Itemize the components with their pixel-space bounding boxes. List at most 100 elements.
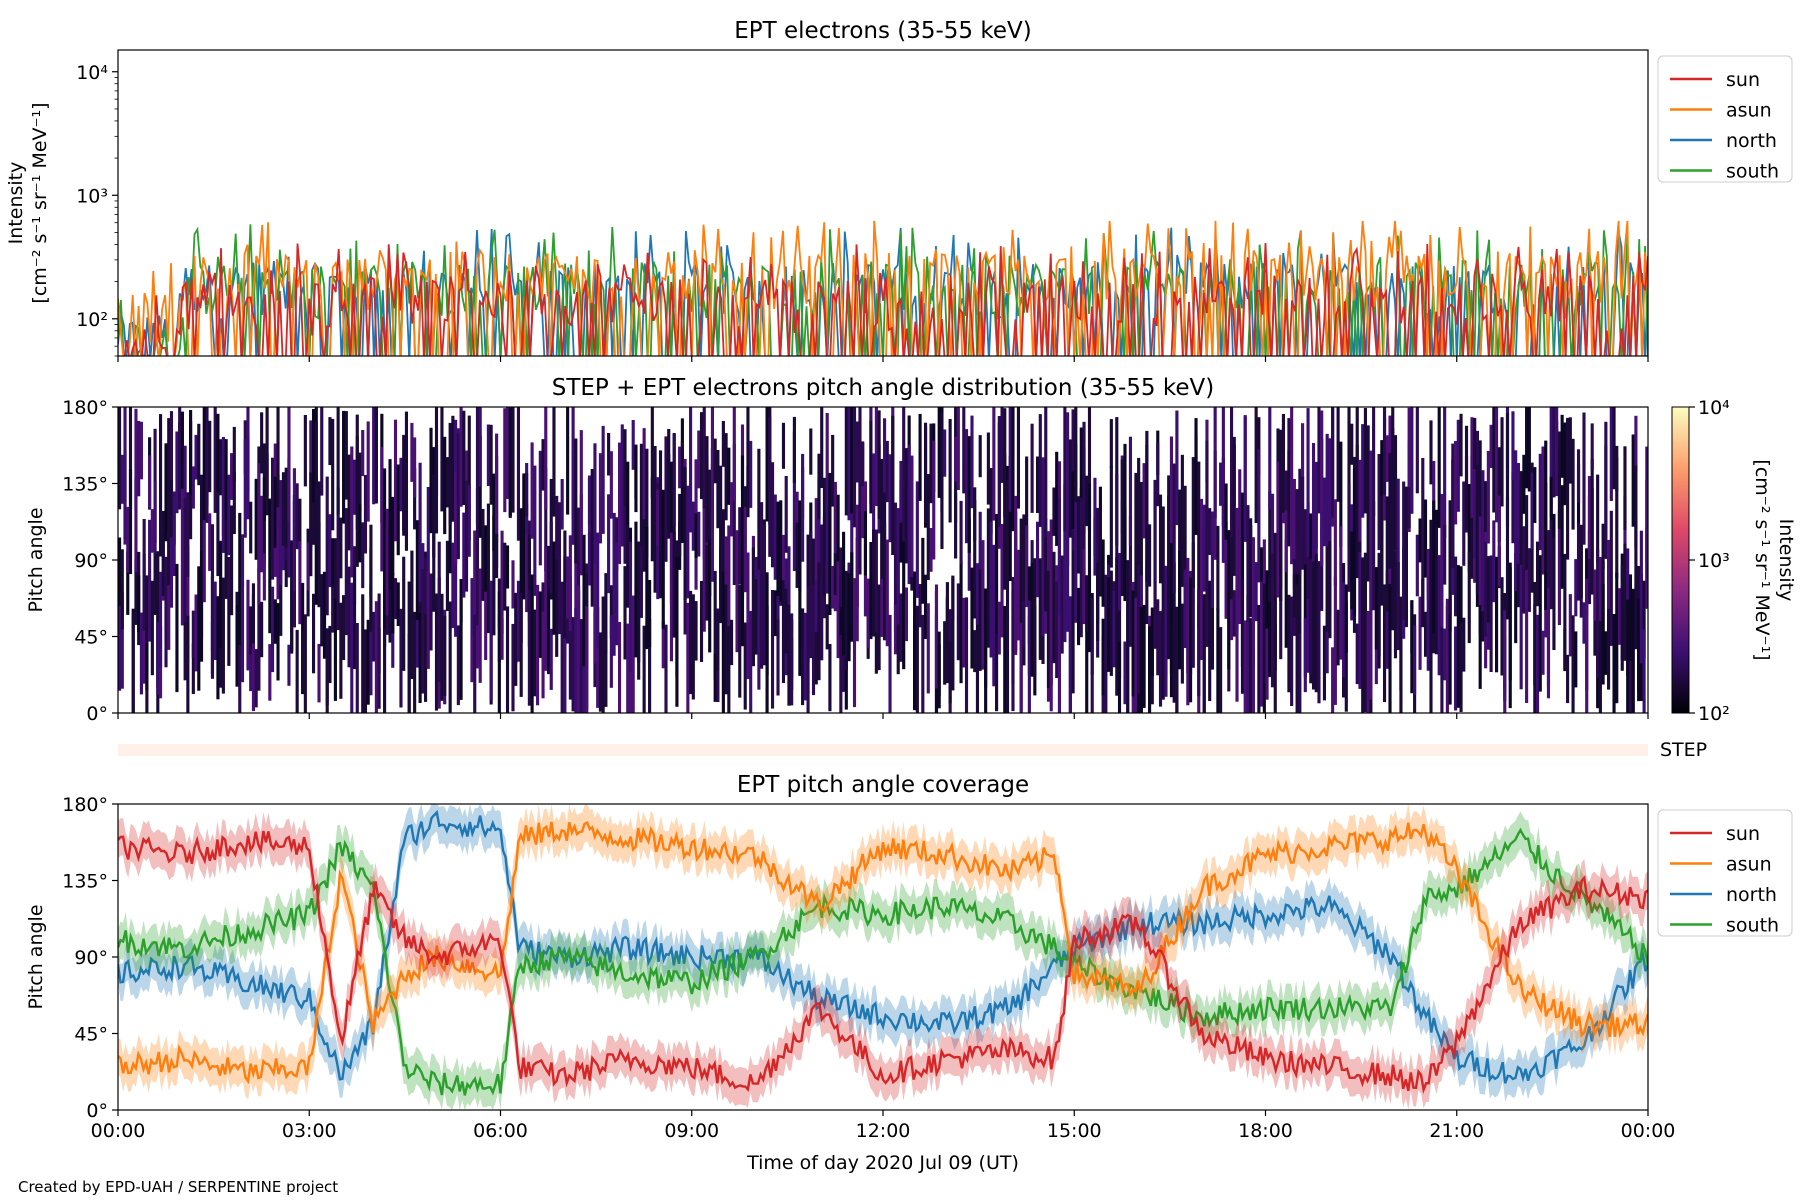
colorbar-label-line2: [cm⁻² s⁻¹ sr⁻¹ MeV⁻¹] bbox=[1751, 459, 1773, 660]
heatmap-cell bbox=[1473, 469, 1477, 559]
heatmap-cell bbox=[817, 478, 821, 591]
heatmap-cell bbox=[440, 407, 444, 512]
heatmap-cell bbox=[757, 448, 761, 582]
heatmap-cell bbox=[1101, 618, 1105, 696]
heatmap-cell bbox=[1612, 407, 1616, 490]
heatmap-cell bbox=[118, 407, 122, 510]
heatmap-cell bbox=[839, 547, 843, 607]
heatmap-cell bbox=[1489, 424, 1493, 468]
heatmap-cell bbox=[1309, 558, 1313, 675]
heatmap-cell bbox=[1620, 596, 1624, 671]
heatmap-cell bbox=[1265, 628, 1269, 700]
heatmap-cell bbox=[1344, 584, 1348, 653]
heatmap-cell bbox=[1011, 590, 1015, 712]
heatmap-cell bbox=[1036, 521, 1040, 598]
heatmap-cell bbox=[1459, 413, 1463, 477]
heatmap-cell bbox=[880, 458, 884, 596]
heatmap-cell bbox=[358, 452, 362, 512]
heatmap-cell bbox=[746, 407, 750, 497]
heatmap-cell bbox=[290, 540, 294, 654]
heatmap-cell bbox=[139, 612, 143, 695]
heatmap-cell bbox=[445, 457, 449, 508]
heatmap-cell bbox=[1145, 430, 1149, 582]
heatmap-cell bbox=[918, 413, 922, 501]
heatmap-cell bbox=[951, 575, 955, 691]
heatmap-cell bbox=[708, 539, 712, 653]
heatmap-cell bbox=[552, 407, 556, 517]
heatmap-cell bbox=[134, 559, 138, 625]
heatmap-cell bbox=[1161, 506, 1165, 681]
heatmap-cell bbox=[992, 544, 996, 687]
heatmap-cell bbox=[1287, 594, 1291, 693]
heatmap-cell bbox=[839, 635, 843, 713]
heatmap-cell bbox=[978, 435, 982, 478]
heatmap-cell bbox=[877, 584, 881, 671]
panel1-legend-label-sun: sun bbox=[1726, 69, 1760, 91]
panel3-legend-label-south: south bbox=[1726, 915, 1779, 937]
heatmap-cell bbox=[1268, 602, 1272, 678]
heatmap-cell bbox=[1314, 553, 1318, 693]
heatmap-cell bbox=[1617, 588, 1622, 645]
heatmap-cell bbox=[470, 578, 474, 682]
heatmap-cell bbox=[1180, 454, 1184, 587]
heatmap-cell bbox=[967, 518, 971, 591]
panel1-legend-box bbox=[1657, 55, 1793, 183]
heatmap-cell bbox=[399, 608, 403, 708]
heatmap-cell bbox=[227, 583, 231, 666]
heatmap-cell bbox=[1508, 562, 1512, 681]
heatmap-cell bbox=[538, 591, 542, 658]
colorbar-label-group: Intensity [cm⁻² s⁻¹ sr⁻¹ MeV⁻¹] bbox=[1751, 459, 1797, 660]
panel3-legend-label-asun: asun bbox=[1726, 854, 1772, 876]
heatmap-cell bbox=[1128, 515, 1133, 647]
heatmap-cell bbox=[1063, 407, 1067, 532]
heatmap-cell bbox=[650, 477, 654, 562]
heatmap-cell bbox=[1085, 475, 1089, 527]
heatmap-cell bbox=[1219, 462, 1223, 506]
panel-ept-electrons: EPT electrons (35-55 keV) 10² 10³ 10⁴ Inte… bbox=[5, 18, 1793, 362]
heatmap-cell bbox=[1320, 528, 1324, 611]
heatmap-cell bbox=[1317, 561, 1321, 704]
heatmap-cell bbox=[661, 489, 665, 630]
heatmap-cell bbox=[828, 472, 832, 615]
heatmap-cell bbox=[617, 442, 622, 564]
heatmap-cell bbox=[1402, 547, 1406, 620]
heatmap-cell bbox=[1287, 418, 1291, 480]
heatmap-cell bbox=[333, 563, 337, 701]
heatmap-cell bbox=[1514, 450, 1518, 591]
heatmap-cell bbox=[1322, 477, 1327, 531]
heatmap-cell bbox=[1276, 461, 1280, 598]
heatmap-cell bbox=[1557, 510, 1561, 626]
heatmap-cell bbox=[1642, 580, 1646, 658]
heatmap-cell bbox=[1382, 407, 1387, 495]
heatmap-cell bbox=[448, 422, 452, 525]
heatmap-cell bbox=[1112, 591, 1116, 668]
heatmap-cell bbox=[1320, 410, 1324, 538]
heatmap-cell bbox=[243, 438, 247, 538]
heatmap-cell bbox=[1251, 649, 1255, 713]
heatmap-cell bbox=[254, 478, 258, 560]
heatmap-cell bbox=[205, 407, 209, 523]
heatmap-cell bbox=[363, 629, 368, 713]
heatmap-cell bbox=[650, 407, 654, 499]
heatmap-cell bbox=[926, 603, 930, 694]
heatmap-cell bbox=[249, 501, 253, 554]
heatmap-cell bbox=[1388, 453, 1392, 569]
heatmap-cell bbox=[973, 500, 977, 619]
heatmap-cell bbox=[1423, 611, 1428, 657]
panel3-ytick-label-4: 180° bbox=[62, 794, 108, 816]
heatmap-cell bbox=[1538, 555, 1542, 692]
heatmap-cell bbox=[549, 521, 553, 594]
heatmap-cell bbox=[350, 446, 354, 578]
heatmap-cell bbox=[735, 530, 739, 584]
heatmap-cell bbox=[1260, 581, 1264, 707]
heatmap-cell bbox=[560, 581, 564, 713]
heatmap-cell bbox=[1492, 520, 1496, 603]
panel3-xtick-label-8: 00:00 bbox=[1621, 1120, 1676, 1142]
heatmap-cell bbox=[970, 567, 974, 669]
heatmap-cell bbox=[374, 407, 378, 504]
heatmap-cell bbox=[1137, 558, 1141, 694]
heatmap-cell bbox=[1525, 495, 1529, 606]
heatmap-cell bbox=[426, 571, 430, 669]
heatmap-cell bbox=[150, 580, 154, 676]
heatmap-cell bbox=[1008, 492, 1012, 581]
